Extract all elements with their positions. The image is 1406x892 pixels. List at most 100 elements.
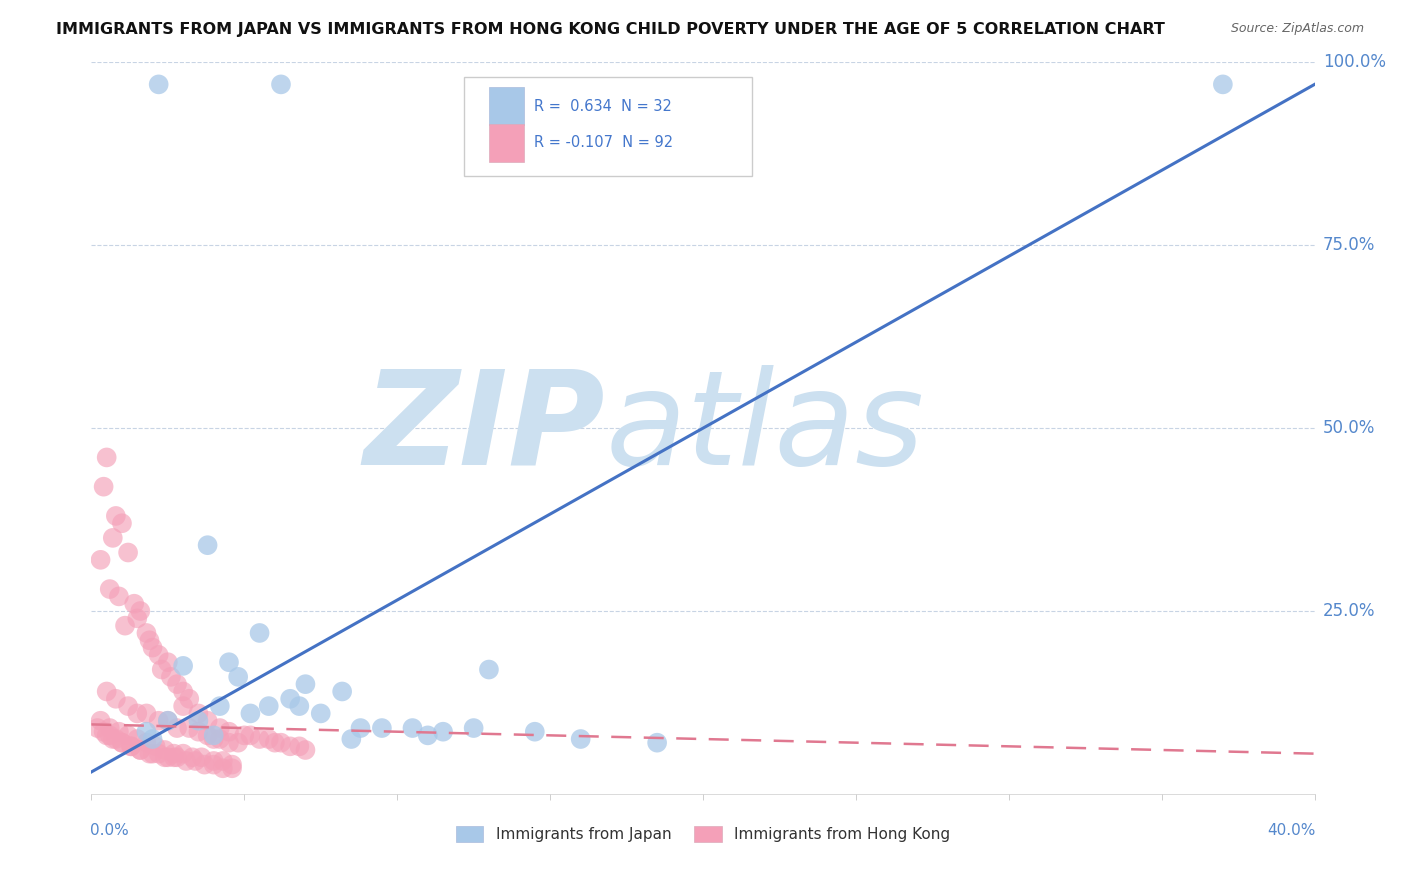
Point [108, 724, 131, 739]
Point [141, 747, 163, 761]
Point [129, 743, 152, 757]
Point [202, 728, 225, 742]
Point [208, 721, 231, 735]
Point [98, 721, 121, 735]
Point [111, 736, 134, 750]
Point [197, 538, 219, 552]
Point [135, 706, 157, 721]
Point [1212, 78, 1234, 92]
Point [172, 658, 194, 673]
Point [135, 736, 157, 750]
Point [523, 724, 546, 739]
Point [141, 731, 163, 746]
Point [233, 728, 256, 742]
Point [138, 633, 160, 648]
Point [96, 728, 118, 742]
Point [86, 721, 108, 735]
Point [174, 754, 197, 768]
Point [129, 743, 152, 757]
Point [202, 757, 225, 772]
Point [114, 618, 136, 632]
Point [212, 761, 235, 775]
Point [294, 743, 316, 757]
Point [108, 590, 131, 604]
Text: 0.0%: 0.0% [90, 823, 129, 838]
Point [371, 721, 394, 735]
Point [278, 739, 301, 754]
Point [187, 724, 209, 739]
Point [117, 728, 139, 742]
Text: 100.0%: 100.0% [1323, 54, 1386, 71]
Point [193, 757, 215, 772]
Point [160, 670, 183, 684]
Legend: Immigrants from Japan, Immigrants from Hong Kong: Immigrants from Japan, Immigrants from H… [450, 821, 956, 848]
Point [93, 480, 115, 494]
Point [104, 691, 127, 706]
Point [270, 736, 292, 750]
Point [218, 655, 240, 669]
FancyBboxPatch shape [489, 124, 524, 162]
Point [197, 714, 219, 728]
Point [478, 663, 501, 677]
Point [340, 731, 363, 746]
Point [202, 754, 225, 768]
Point [150, 663, 173, 677]
Point [166, 750, 188, 764]
Point [141, 640, 163, 655]
Point [569, 731, 592, 746]
Point [156, 714, 179, 728]
Text: 50.0%: 50.0% [1323, 419, 1375, 437]
Point [187, 714, 209, 728]
Text: IMMIGRANTS FROM JAPAN VS IMMIGRANTS FROM HONG KONG CHILD POVERTY UNDER THE AGE O: IMMIGRANTS FROM JAPAN VS IMMIGRANTS FROM… [56, 22, 1166, 37]
Point [93, 724, 115, 739]
Point [197, 728, 219, 742]
Point [117, 545, 139, 559]
Point [172, 699, 194, 714]
Point [278, 691, 301, 706]
Text: 40.0%: 40.0% [1267, 823, 1316, 838]
Point [101, 531, 124, 545]
Text: 25.0%: 25.0% [1323, 602, 1375, 620]
Point [257, 699, 280, 714]
Point [309, 706, 332, 721]
Point [101, 731, 124, 746]
Point [148, 747, 170, 761]
Point [179, 721, 201, 735]
Point [249, 626, 271, 640]
Point [166, 677, 188, 691]
Point [122, 597, 145, 611]
Text: Source: ZipAtlas.com: Source: ZipAtlas.com [1230, 22, 1364, 36]
Point [432, 724, 454, 739]
Point [221, 757, 243, 772]
Point [96, 450, 118, 465]
FancyBboxPatch shape [489, 87, 524, 126]
Point [111, 516, 134, 531]
Point [181, 750, 204, 764]
Point [90, 553, 112, 567]
Point [120, 739, 142, 754]
Point [156, 714, 179, 728]
Point [401, 721, 423, 735]
Point [98, 582, 121, 596]
Point [330, 684, 353, 698]
Point [645, 736, 668, 750]
Point [226, 670, 249, 684]
Point [135, 724, 157, 739]
Point [270, 78, 292, 92]
Point [288, 699, 311, 714]
Point [416, 728, 439, 742]
Point [156, 750, 179, 764]
Point [163, 747, 186, 761]
Point [288, 739, 311, 754]
Point [226, 736, 249, 750]
Point [184, 754, 207, 768]
Point [117, 699, 139, 714]
Point [166, 721, 188, 735]
Point [163, 750, 186, 764]
Point [153, 743, 176, 757]
Point [98, 728, 121, 742]
Point [129, 604, 152, 618]
Point [264, 736, 287, 750]
Point [172, 747, 194, 761]
Point [148, 78, 170, 92]
